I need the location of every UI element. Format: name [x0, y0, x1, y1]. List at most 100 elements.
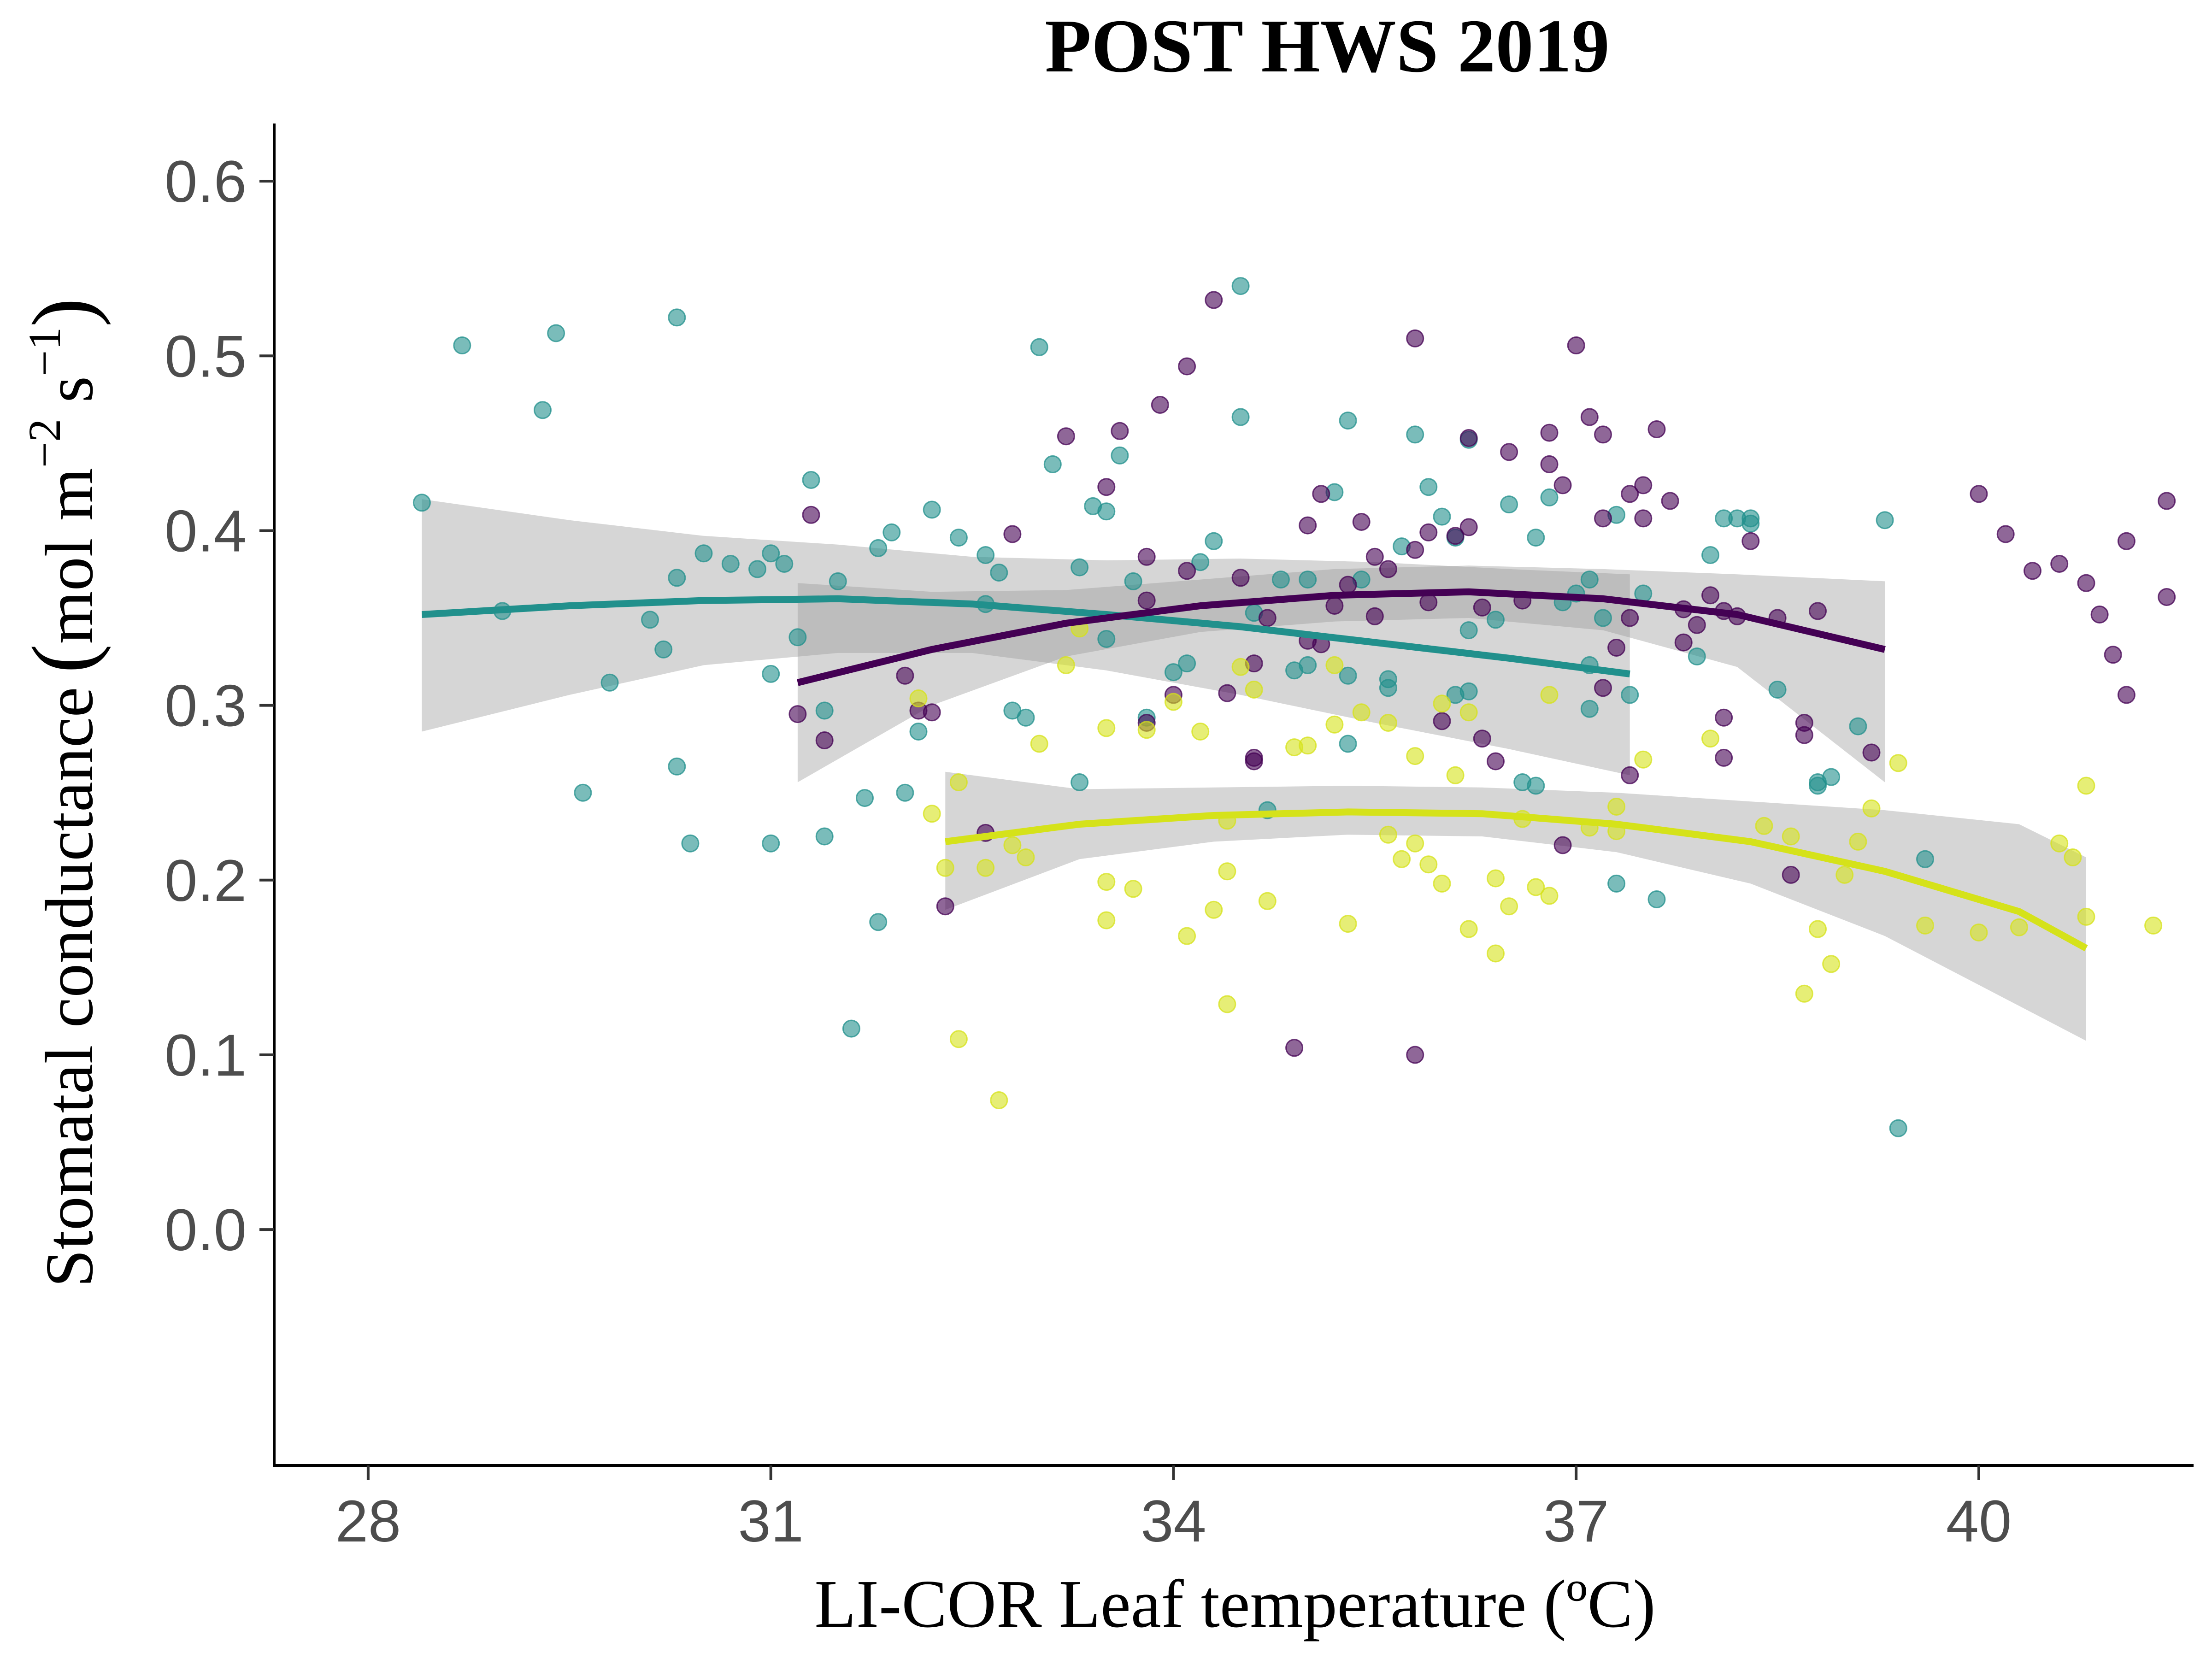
data-point-s2-36 — [1365, 547, 1384, 566]
data-point-s1-6 — [574, 783, 592, 802]
data-point-s3-57 — [1755, 817, 1773, 835]
chart-title: POST HWS 2019 — [1045, 4, 1610, 88]
data-point-s1-15 — [721, 555, 740, 573]
data-point-s3-27 — [1258, 892, 1277, 910]
data-point-s3-16 — [1124, 880, 1142, 898]
data-point-s2-52 — [1540, 424, 1559, 442]
confidence-band-3 — [945, 771, 2086, 1041]
data-point-s1-76 — [1459, 682, 1478, 700]
data-point-s2-4 — [896, 666, 914, 685]
data-point-s3-47 — [1500, 897, 1518, 916]
data-point-s1-27 — [856, 789, 874, 807]
data-point-s3-18 — [1164, 693, 1182, 711]
data-point-s2-73 — [1715, 748, 1733, 767]
data-point-s3-8 — [1003, 836, 1022, 854]
data-point-s2-90 — [2104, 646, 2122, 664]
data-point-s2-67 — [1647, 420, 1666, 438]
data-point-s1-13 — [681, 834, 700, 853]
data-point-s2-14 — [1137, 547, 1156, 566]
x-tick-label-37: 37 — [1543, 1488, 1609, 1554]
data-point-s2-18 — [1178, 357, 1196, 376]
y-axis-sup2: −1 — [19, 327, 70, 376]
data-point-s2-10 — [1057, 427, 1075, 446]
data-point-s2-26 — [1258, 609, 1277, 627]
data-point-s2-62 — [1621, 766, 1639, 784]
fit-line-3 — [945, 808, 2088, 952]
data-point-s3-46 — [1487, 944, 1505, 963]
data-point-s2-83 — [1862, 743, 1881, 762]
data-point-s2-56 — [1567, 336, 1585, 354]
y-tick-label-0.2: 0.2 — [165, 848, 247, 914]
data-point-s1-95 — [1688, 647, 1706, 665]
data-point-s1-79 — [1500, 495, 1518, 514]
plot-area — [412, 277, 2176, 1137]
data-point-s2-22 — [1231, 569, 1250, 587]
data-point-s1-70 — [1406, 425, 1424, 444]
data-point-s3-44 — [1459, 703, 1478, 722]
data-point-s2-38 — [1406, 329, 1424, 347]
data-point-s2-60 — [1594, 509, 1612, 528]
data-point-s1-20 — [775, 555, 794, 573]
data-point-s1-94 — [1647, 890, 1666, 908]
data-point-s1-47 — [1111, 446, 1129, 465]
data-point-s2-47 — [1473, 729, 1491, 748]
data-point-s1-60 — [1299, 656, 1317, 674]
data-point-s3-59 — [1795, 984, 1813, 1003]
data-point-s3-69 — [2050, 834, 2069, 853]
data-point-s2-20 — [1205, 291, 1223, 309]
data-point-s1-7 — [600, 673, 619, 692]
data-point-s1-4 — [534, 401, 552, 419]
data-point-s2-12 — [1111, 422, 1129, 440]
fit-line-1 — [421, 595, 1630, 677]
data-point-s2-75 — [1715, 708, 1733, 727]
data-point-s3-43 — [1459, 920, 1478, 938]
data-point-s2-88 — [2077, 574, 2095, 592]
data-point-s2-57 — [1580, 408, 1599, 426]
data-point-s3-41 — [1433, 694, 1451, 713]
data-point-s2-66 — [1634, 509, 1653, 528]
data-point-s3-50 — [1540, 887, 1559, 905]
data-point-s1-16 — [748, 560, 766, 578]
data-point-s2-55 — [1553, 836, 1572, 854]
data-point-s3-26 — [1245, 681, 1263, 699]
data-point-s3-71 — [2077, 777, 2095, 795]
data-point-s3-7 — [990, 1091, 1008, 1109]
data-point-s3-10 — [1030, 735, 1048, 753]
data-point-s3-62 — [1835, 865, 1854, 884]
data-point-s1-104 — [1822, 768, 1841, 786]
data-point-s2-65 — [1634, 476, 1653, 494]
data-point-s1-89 — [1594, 609, 1612, 627]
data-point-s1-78 — [1487, 611, 1505, 629]
data-point-s1-45 — [1097, 502, 1116, 521]
data-point-s3-72 — [2077, 907, 2095, 926]
data-point-s1-92 — [1621, 686, 1639, 704]
data-point-s3-65 — [1889, 754, 1907, 772]
data-point-s2-37 — [1379, 560, 1397, 578]
y-axis-sup1: −2 — [19, 419, 70, 468]
data-point-s1-33 — [923, 500, 941, 519]
data-point-s3-33 — [1352, 703, 1371, 722]
data-point-s1-12 — [668, 308, 686, 327]
data-point-s3-13 — [1097, 873, 1116, 891]
data-point-s1-24 — [815, 827, 834, 846]
data-point-s1-82 — [1527, 777, 1545, 795]
data-point-s3-35 — [1379, 714, 1397, 732]
x-tick-label-34: 34 — [1141, 1488, 1206, 1554]
data-point-s2-24 — [1245, 752, 1263, 771]
data-point-s1-21 — [788, 628, 807, 647]
data-point-s2-29 — [1299, 516, 1317, 535]
data-point-s1-29 — [869, 539, 888, 557]
x-tick-label-28: 28 — [335, 1488, 401, 1554]
data-point-s1-37 — [990, 564, 1008, 582]
data-point-s2-16 — [1151, 396, 1169, 414]
data-point-s1-64 — [1339, 666, 1357, 685]
data-point-s1-77 — [1459, 621, 1478, 640]
data-point-s3-9 — [1017, 848, 1035, 866]
data-point-s1-18 — [762, 665, 780, 683]
data-point-s2-49 — [1487, 752, 1505, 771]
data-point-s3-6 — [977, 859, 995, 877]
data-point-s1-50 — [1164, 663, 1182, 682]
data-point-s1-9 — [654, 640, 673, 659]
data-point-s1-106 — [1876, 511, 1894, 529]
